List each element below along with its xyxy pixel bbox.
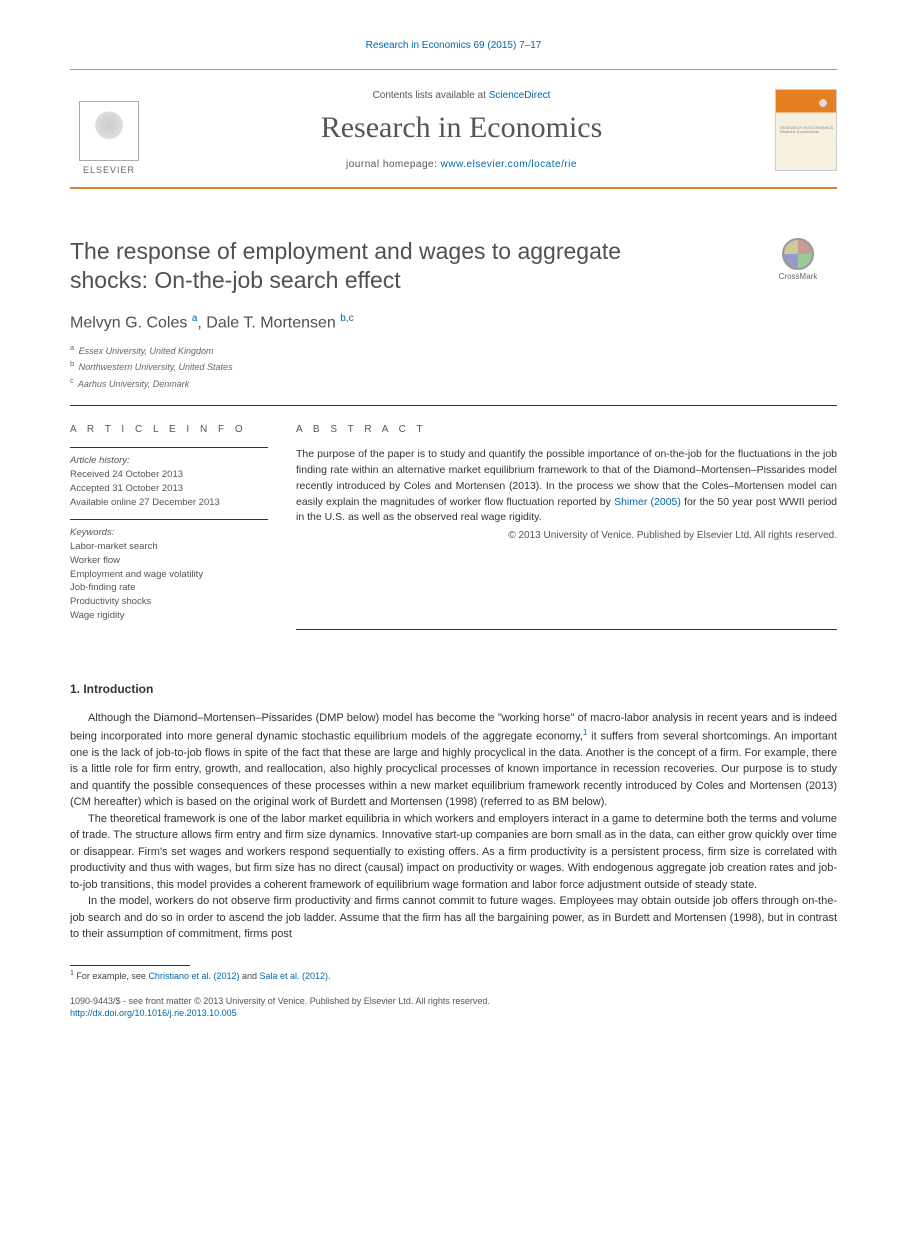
keyword: Employment and wage volatility	[70, 568, 268, 582]
article-history: Article history: Received 24 October 201…	[70, 447, 268, 509]
footnote-link[interactable]: Sala et al. (2012)	[260, 971, 329, 981]
paragraph: The theoretical framework is one of the …	[70, 811, 837, 894]
issn-line: 1090-9443/$ - see front matter © 2013 Un…	[70, 995, 837, 1008]
affiliation: b Northwestern University, United States	[70, 358, 837, 375]
keywords-block: Keywords: Labor-market search Worker flo…	[70, 519, 268, 622]
elsevier-label: ELSEVIER	[83, 165, 135, 175]
affil-text: Essex University, United Kingdom	[76, 346, 213, 356]
crossmark-badge[interactable]: CrossMark	[759, 238, 837, 281]
authors: Melvyn G. Coles a, Dale T. Mortensen b,c	[70, 313, 837, 332]
abstract-divider	[296, 629, 837, 630]
footnote-link[interactable]: Christiano et al. (2012)	[148, 971, 239, 981]
article-title: The response of employment and wages to …	[70, 237, 650, 295]
affil-sup: c	[70, 376, 74, 385]
body-section: 1. Introduction Although the Diamond–Mor…	[70, 682, 837, 943]
article-header: The response of employment and wages to …	[70, 237, 837, 391]
abstract-column: A B S T R A C T The purpose of the paper…	[296, 424, 837, 630]
history-label: Article history:	[70, 454, 268, 468]
crossmark-icon	[782, 238, 814, 270]
header-center: Contents lists available at ScienceDirec…	[148, 90, 775, 170]
affil-text: Northwestern University, United States	[76, 362, 232, 372]
info-abstract-row: A R T I C L E I N F O Article history: R…	[70, 424, 837, 630]
paragraph: Although the Diamond–Mortensen–Pissaride…	[70, 710, 837, 811]
footnote-pre: For example, see	[74, 971, 149, 981]
header-reference-link[interactable]: Research in Economics 69 (2015) 7–17	[366, 40, 542, 51]
header-reference: Research in Economics 69 (2015) 7–17	[70, 40, 837, 51]
affil-text: Aarhus University, Denmark	[76, 379, 190, 389]
received-date: Received 24 October 2013	[70, 468, 268, 482]
elsevier-logo: ELSEVIER	[70, 85, 148, 175]
affil-sup: b	[70, 359, 74, 368]
keyword: Productivity shocks	[70, 595, 268, 609]
contents-line: Contents lists available at ScienceDirec…	[148, 90, 775, 101]
section-heading: 1. Introduction	[70, 682, 837, 696]
homepage-link[interactable]: www.elsevier.com/locate/rie	[441, 159, 577, 170]
footnote-divider	[70, 965, 190, 966]
keyword: Job-finding rate	[70, 581, 268, 595]
keyword: Labor-market search	[70, 540, 268, 554]
journal-cover: RESEARCH IN ECONOMICS Ricerche Economich…	[775, 89, 837, 171]
author-name: , Dale T. Mortensen	[197, 314, 340, 331]
abstract-text: The purpose of the paper is to study and…	[296, 447, 837, 526]
abstract-label: A B S T R A C T	[296, 424, 837, 435]
journal-title: Research in Economics	[148, 111, 775, 145]
affiliation: c Aarhus University, Denmark	[70, 375, 837, 392]
affil-sup: a	[70, 343, 74, 352]
elsevier-tree-icon	[79, 101, 139, 161]
online-date: Available online 27 December 2013	[70, 496, 268, 510]
divider	[70, 405, 837, 406]
footnote-mid: and	[239, 971, 259, 981]
contents-prefix: Contents lists available at	[373, 90, 489, 101]
article-info-label: A R T I C L E I N F O	[70, 424, 268, 435]
doi-link[interactable]: http://dx.doi.org/10.1016/j.rie.2013.10.…	[70, 1008, 237, 1018]
footnote-post: .	[328, 971, 331, 981]
article-info-column: A R T I C L E I N F O Article history: R…	[70, 424, 268, 630]
keyword: Wage rigidity	[70, 609, 268, 623]
footnote: 1 For example, see Christiano et al. (20…	[70, 970, 837, 981]
keywords-label: Keywords:	[70, 526, 268, 540]
author-sup[interactable]: b,c	[340, 313, 353, 324]
sciencedirect-link[interactable]: ScienceDirect	[489, 90, 551, 101]
affiliations: a Essex University, United Kingdom b Nor…	[70, 342, 837, 392]
affiliation: a Essex University, United Kingdom	[70, 342, 837, 359]
homepage-prefix: journal homepage:	[346, 159, 441, 170]
journal-cover-text: RESEARCH IN ECONOMICS Ricerche Economich…	[780, 126, 836, 136]
body-text: Although the Diamond–Mortensen–Pissaride…	[70, 710, 837, 943]
keyword: Worker flow	[70, 554, 268, 568]
paragraph: In the model, workers do not observe fir…	[70, 893, 837, 943]
crossmark-label: CrossMark	[759, 272, 837, 281]
homepage-line: journal homepage: www.elsevier.com/locat…	[148, 159, 775, 170]
author-name: Melvyn G. Coles	[70, 314, 192, 331]
abstract-copyright: © 2013 University of Venice. Published b…	[296, 530, 837, 541]
abstract-citation-link[interactable]: Shimer (2005)	[614, 496, 681, 508]
page-footer: 1090-9443/$ - see front matter © 2013 Un…	[70, 995, 837, 1020]
journal-header: ELSEVIER Contents lists available at Sci…	[70, 69, 837, 189]
accepted-date: Accepted 31 October 2013	[70, 482, 268, 496]
